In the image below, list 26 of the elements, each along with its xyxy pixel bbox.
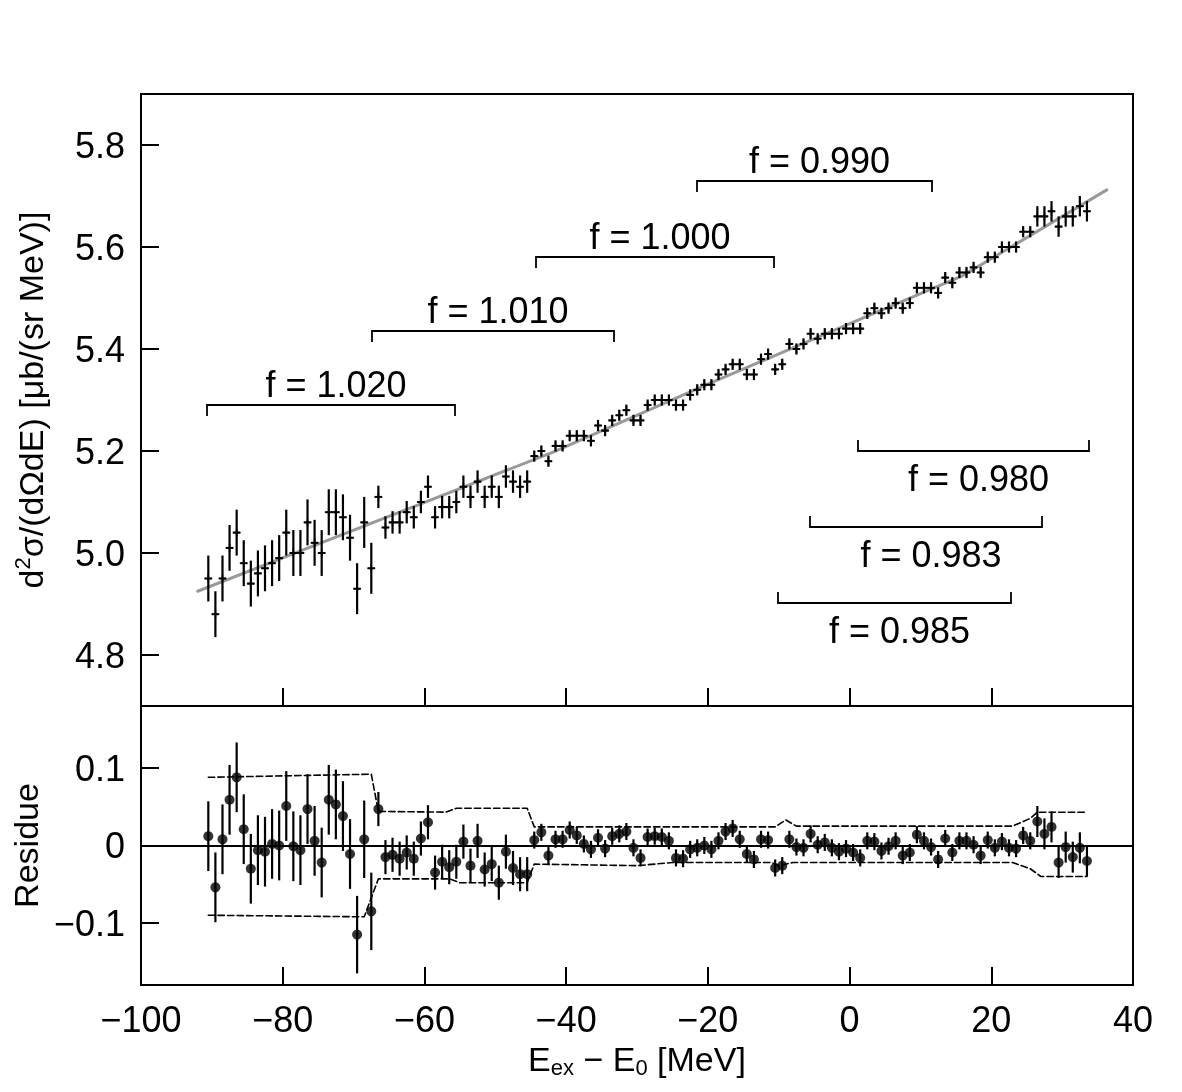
- annotation: f = 0.990: [748, 140, 891, 181]
- y-tick-label: 5.8: [74, 124, 125, 166]
- y-axis-title: Residue: [7, 783, 46, 908]
- y-tick-label: 5.0: [74, 532, 125, 574]
- x-tick-label: −60: [393, 998, 455, 1040]
- x-tick-label: 20: [971, 998, 1012, 1040]
- x-tick-label: −20: [677, 998, 739, 1040]
- x-tick-label: −100: [100, 998, 182, 1040]
- annotation: f = 0.983: [860, 534, 1002, 575]
- y-axis-title: d2σ/(dΩdE) [μb/(sr MeV)]: [9, 211, 50, 589]
- y-tick-label: 5.4: [74, 328, 125, 370]
- x-tick-label: −80: [252, 998, 314, 1040]
- y-tick-label: 0: [104, 825, 125, 866]
- y-tick-label: 0.1: [74, 747, 125, 789]
- y-tick-label: 4.8: [74, 634, 125, 676]
- x-tick-label: −40: [535, 998, 597, 1040]
- annotation: f = 0.985: [828, 610, 971, 651]
- annotation: f = 1.000: [589, 216, 731, 257]
- annotation: f = 0.980: [907, 458, 1050, 499]
- y-tick-label: 5.6: [74, 226, 125, 268]
- x-tick-label: 40: [1112, 998, 1154, 1040]
- x-tick-label: 0: [839, 998, 860, 1040]
- annotation: f = 1.020: [265, 364, 407, 405]
- annotation: f = 1.010: [427, 290, 569, 331]
- y-tick-label: −0.1: [53, 902, 125, 944]
- y-tick-label: 5.2: [74, 430, 125, 472]
